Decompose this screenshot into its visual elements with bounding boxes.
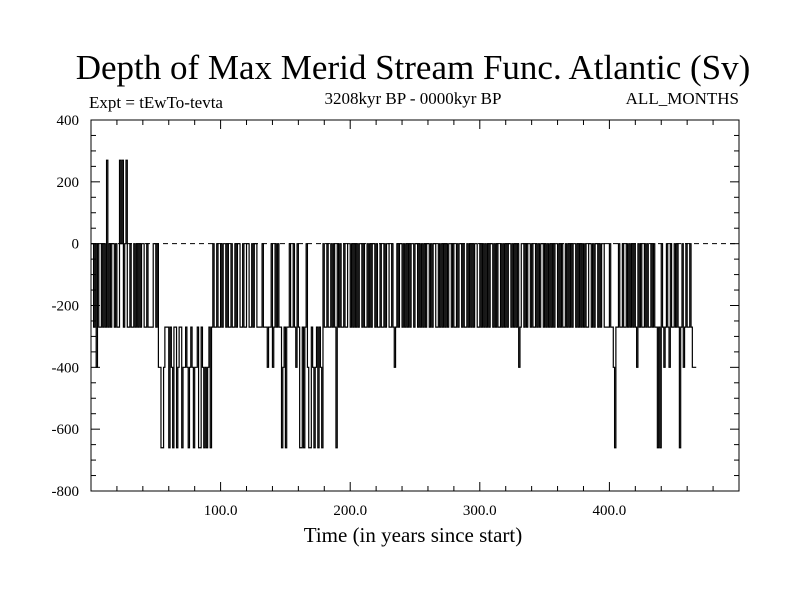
chart-title: Depth of Max Merid Stream Func. Atlantic… xyxy=(76,48,751,87)
x-tick-label: 400.0 xyxy=(593,503,627,519)
y-tick-label: -200 xyxy=(52,299,80,315)
x-tick-label: 200.0 xyxy=(333,503,367,519)
months-label: ALL_MONTHS xyxy=(626,89,739,108)
y-tick-label: -800 xyxy=(52,484,80,500)
y-tick-label: 400 xyxy=(57,113,80,129)
time-range-label: 3208kyr BP - 0000kyr BP xyxy=(325,89,502,108)
y-tick-label: -600 xyxy=(52,422,80,438)
x-tick-label: 300.0 xyxy=(463,503,497,519)
plot-area xyxy=(91,159,739,449)
x-axis-label: Time (in years since start) xyxy=(304,523,523,547)
y-tick-label: 0 xyxy=(72,237,80,253)
series-line xyxy=(91,159,697,449)
x-tick-label: 100.0 xyxy=(204,503,238,519)
y-tick-label: 200 xyxy=(57,175,80,191)
experiment-label: Expt = tEwTo-tevta xyxy=(89,93,223,112)
y-tick-label: -400 xyxy=(52,360,80,376)
axes: 100.0 200.0 300.0 400.0 400 200 0 -200 -400 -600 -… xyxy=(52,113,740,519)
